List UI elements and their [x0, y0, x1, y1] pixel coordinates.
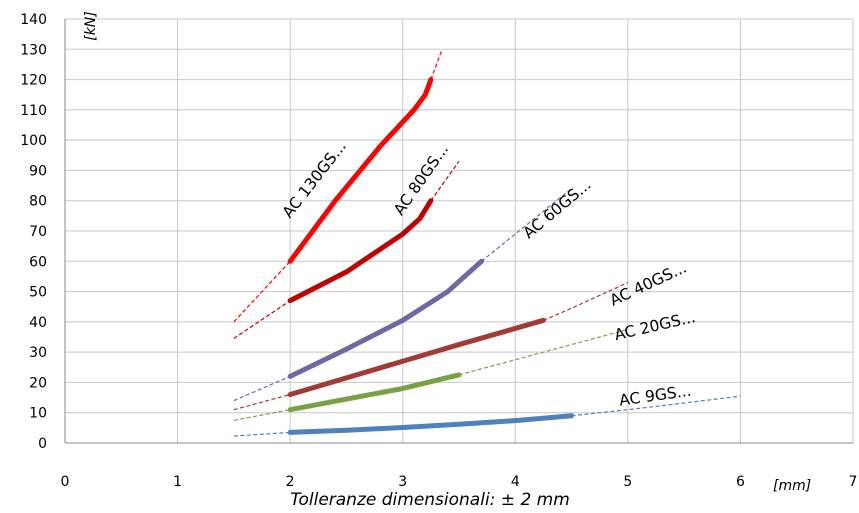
- x-tick-label: 2: [286, 474, 295, 490]
- y-axis-label: [kN]: [83, 11, 99, 41]
- axes: 0 10 20 30 40 50 60 70 80 90 100 110 120 130 140 0 1 2 3 4 5…: [20, 12, 857, 490]
- y-tick-label: 30: [29, 345, 47, 361]
- y-tick-label: 90: [29, 163, 47, 179]
- y-tick-label: 0: [38, 436, 47, 452]
- series-extrapolation-ac-130gs: [430, 49, 443, 80]
- y-tick-label: 60: [29, 254, 47, 270]
- y-tick-label: 70: [29, 224, 47, 240]
- y-tick-label: 100: [20, 133, 47, 149]
- series-extrapolation-ac-40gs: [543, 281, 629, 321]
- y-tick-label: 80: [29, 194, 47, 210]
- series-line-ac-20gs: [287, 372, 462, 413]
- series-label-ac-80gs: AC 80GS...: [390, 141, 452, 219]
- x-tick-label: 3: [398, 474, 407, 490]
- series-group: [233, 49, 741, 437]
- y-tick-label: 130: [20, 42, 47, 58]
- series-line-ac-40gs: [287, 317, 546, 398]
- y-tick-label: 20: [29, 375, 47, 391]
- x-tick-label: 7: [849, 474, 858, 490]
- series-extrapolation-ac-60gs: [233, 375, 291, 402]
- series-label-ac-60gs: AC 60GS...: [520, 176, 595, 243]
- series-line-ac-130gs: [287, 77, 434, 264]
- series-label-ac-40gs: AC 40GS...: [607, 258, 689, 309]
- series-extrapolation-ac-20gs: [233, 409, 291, 421]
- y-tick-label: 50: [29, 285, 47, 301]
- series-extrapolation-ac-9gs: [233, 431, 291, 437]
- series-extrapolation-ac-9gs: [571, 395, 741, 417]
- series-extrapolation-ac-20gs: [458, 328, 629, 376]
- series-label-ac-9gs: AC 9GS...: [618, 382, 692, 410]
- series-line-ac-80gs: [287, 198, 434, 304]
- y-tick-label: 40: [29, 315, 47, 331]
- x-axis-label: [mm]: [773, 478, 811, 494]
- series-label-ac-130gs: AC 130GS...: [279, 138, 350, 222]
- y-tick-label: 10: [29, 406, 47, 422]
- x-tick-label: 4: [511, 474, 520, 490]
- series-label-ac-20gs: AC 20GS...: [613, 308, 697, 344]
- grid: [64, 18, 854, 444]
- y-tick-label: 110: [20, 103, 47, 119]
- x-tick-label: 6: [736, 474, 745, 490]
- series-extrapolation-ac-80gs: [430, 160, 460, 202]
- x-tick-label: 5: [623, 474, 632, 490]
- x-tick-label: 0: [61, 474, 70, 490]
- y-tick-label: 120: [20, 73, 47, 89]
- x-tick-label: 1: [173, 474, 182, 490]
- series-line-ac-60gs: [287, 258, 485, 379]
- series-extrapolation-ac-130gs: [233, 260, 291, 323]
- series-line-ac-9gs: [287, 413, 575, 435]
- y-tick-label: 140: [20, 12, 47, 28]
- chart-caption: Tolleranze dimensionali: ± 2 mm: [290, 490, 570, 510]
- series-extrapolation-ac-80gs: [233, 300, 291, 340]
- series-extrapolation-ac-40gs: [233, 393, 291, 411]
